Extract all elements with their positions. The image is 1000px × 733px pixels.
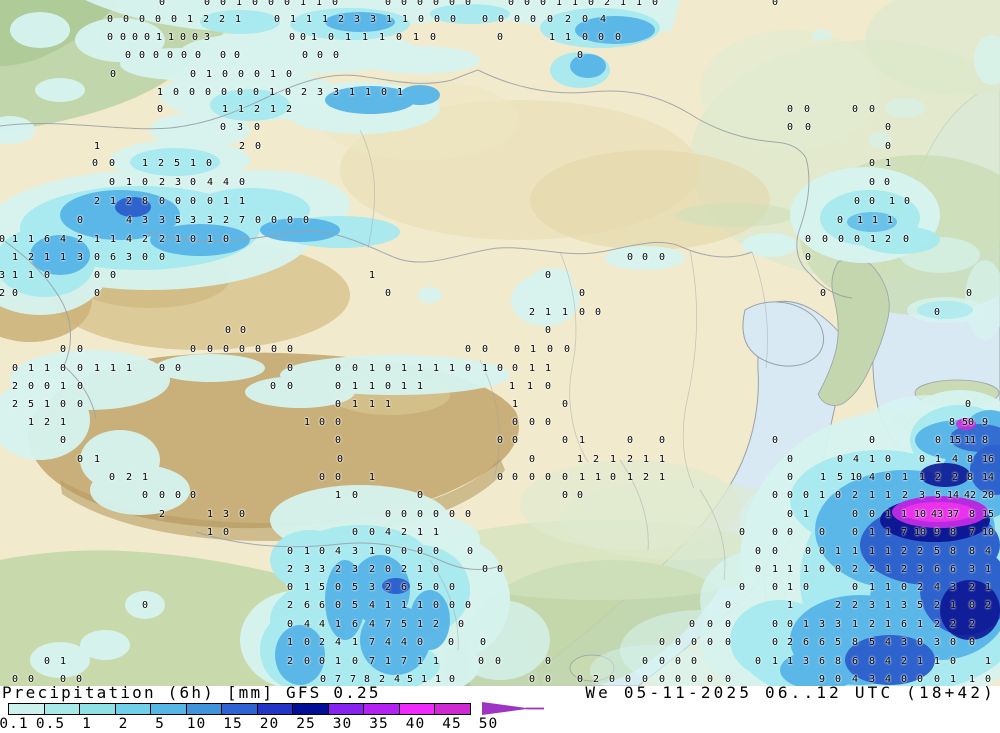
legend-color-cell [114,703,151,715]
province-borders [359,129,768,651]
legend-color-cell [185,703,222,715]
legend-tick-label: 50 [478,716,499,732]
map-title: Precipitation (6h) [mm] GFS 0.25 [2,683,381,702]
border-lines [0,69,853,570]
colorbar [8,703,471,715]
legend-tick-label: 2 [118,716,129,732]
colorbar-labels: 0.1 0.5 1 2 5 10 15 20 25 30 35 40 45 50 [0,716,1000,732]
legend-color-cell [398,703,435,715]
legend-color-cell [43,703,80,715]
legend-tick-label: 20 [259,716,280,732]
legend-tick-label: 40 [405,716,426,732]
legend-tick-label: 10 [186,716,207,732]
legend-tick-label: 1 [82,716,92,732]
legend-color-cell [327,703,364,715]
map-canvas [0,0,1000,686]
legend-color-cell [434,703,471,715]
legend-color-cell [221,703,258,715]
legend-color-cell [150,703,187,715]
legend-tick-label: 25 [296,716,316,732]
legend-tick-label: 5 [155,716,165,732]
valid-time-label: We 05-11-2025 06..12 UTC (18+42) [585,683,996,702]
legend: Precipitation (6h) [mm] GFS 0.25 We 05-1… [0,683,1000,733]
legend-tick-label: 0.5 [35,716,66,732]
legend-color-cell [292,703,329,715]
legend-tick-label: 30 [332,716,353,732]
legend-color-cell [363,703,400,715]
legend-color-cell [79,703,116,715]
legend-tick-label: 35 [369,716,389,732]
map-area [0,0,1000,686]
legend-color-cell [8,703,45,715]
legend-color-cell [256,703,293,715]
legend-tick-label: 45 [442,716,462,732]
precip-heavy [115,197,1000,685]
colorbar-arrow-icon [482,702,544,715]
legend-tick-label: 15 [223,716,243,732]
legend-tick-label: 0.1 [0,716,29,732]
